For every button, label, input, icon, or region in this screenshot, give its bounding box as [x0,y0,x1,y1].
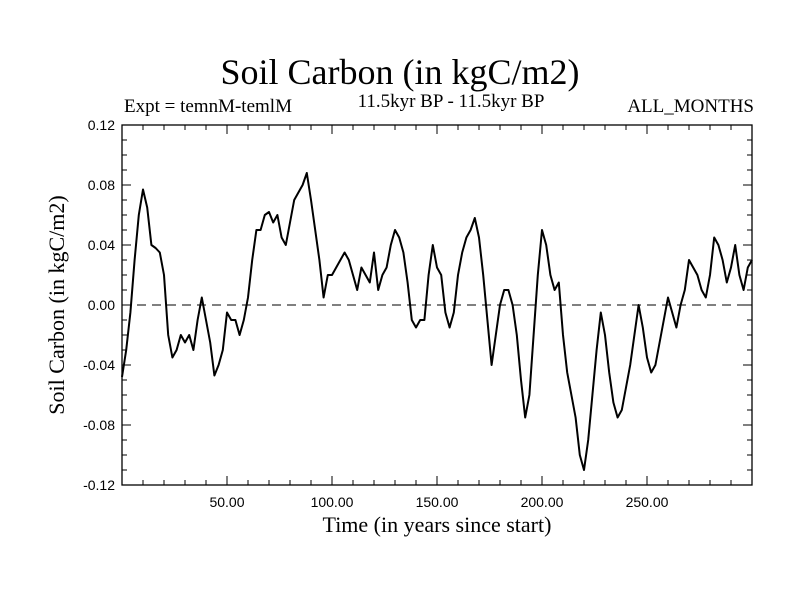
chart-title: Soil Carbon (in kgC/m2) [220,52,580,92]
x-tick-label: 100.00 [311,494,354,510]
y-tick-label: -0.04 [83,357,115,373]
x-tick-label: 50.00 [209,494,244,510]
y-tick-label: -0.12 [83,477,115,493]
series-layer [121,172,753,471]
x-tick-label: 150.00 [416,494,459,510]
months-label: ALL_MONTHS [627,96,754,117]
series-line-soil-carbon [121,172,753,471]
y-tick-label: 0.00 [88,297,115,313]
x-tick-label: 250.00 [626,494,669,510]
tick-label-layer: -0.12 -0.08 -0.04 0.00 0.04 0.08 0.12 50.00 100.… [83,117,669,510]
y-tick-label: -0.08 [83,417,115,433]
x-axis-label: Time (in years since start) [323,512,552,537]
y-tick-label: 0.04 [88,237,115,253]
experiment-label: Expt = temnM-temlM [124,96,292,117]
y-tick-label: 0.08 [88,177,115,193]
y-axis-label: Soil Carbon (in kgC/m2) [44,195,69,414]
y-tick-label: 0.12 [88,117,115,133]
period-label: 11.5kyr BP - 11.5kyr BP [357,91,545,112]
x-tick-label: 200.00 [521,494,564,510]
tick-layer [122,124,752,486]
